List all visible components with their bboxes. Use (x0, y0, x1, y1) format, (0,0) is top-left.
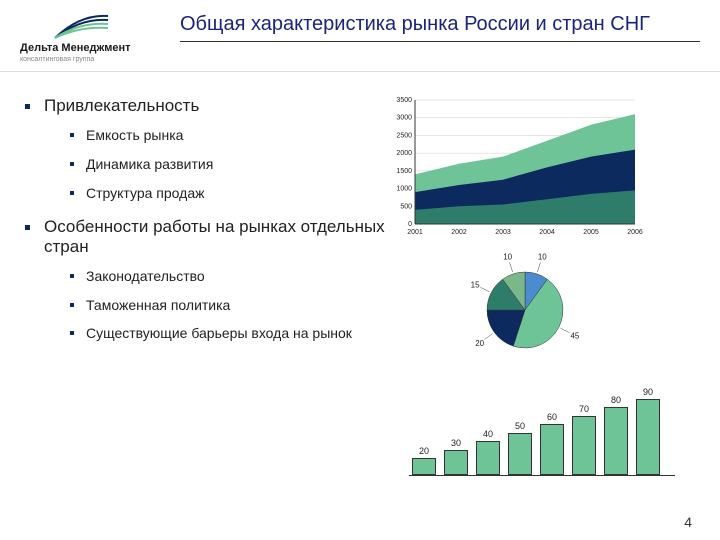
logo-arc-icon (50, 12, 110, 40)
bar (636, 399, 660, 476)
bullet-dot-icon (70, 303, 74, 307)
bar-value-label: 20 (419, 446, 429, 456)
bar (540, 424, 564, 475)
bullet-level2: Существующие барьеры входа на рынок (70, 324, 385, 343)
bar-row: 20 30 40 50 60 70 (405, 380, 685, 475)
svg-text:2004: 2004 (539, 229, 555, 236)
bar-value-label: 30 (451, 438, 461, 448)
bar-column: 20 (411, 446, 437, 475)
pie-chart: 10 45 20 15 10 (440, 252, 640, 372)
bar-value-label: 50 (515, 421, 525, 431)
bar-value-label: 70 (579, 404, 589, 414)
svg-text:3500: 3500 (396, 97, 412, 104)
svg-text:2003: 2003 (495, 229, 511, 236)
content: Привлекательность Емкость рынка Динамика… (0, 72, 720, 495)
bullet-text: Емкость рынка (86, 126, 183, 145)
bullet-text: Особенности работы на рынках отдельных с… (44, 217, 385, 257)
charts-column: 0 500 1000 1500 2000 2500 3000 3500 2001 2002 2003… (385, 82, 695, 495)
bar-column: 60 (539, 412, 565, 475)
bar (412, 458, 436, 475)
bullet-text: Структура продаж (86, 184, 204, 203)
bullet-dot-icon (70, 331, 74, 335)
bullet-dot-icon (25, 225, 30, 230)
bullet-dot-icon (70, 274, 74, 278)
bar-column: 50 (507, 421, 533, 476)
bullet-text: Динамика развития (86, 155, 213, 174)
bullet-level2: Емкость рынка (70, 126, 385, 145)
bullet-text: Законодательство (86, 267, 205, 286)
svg-text:2500: 2500 (396, 132, 412, 139)
bullet-text: Привлекательность (44, 96, 199, 116)
logo: Дельта Менеджмент консалтинговая группа (20, 12, 160, 63)
bar-column: 70 (571, 404, 597, 476)
bar-column: 40 (475, 429, 501, 475)
bar-column: 30 (443, 438, 469, 476)
svg-text:2005: 2005 (583, 229, 599, 236)
bullet-dot-icon (25, 104, 30, 109)
bullet-level2: Законодательство (70, 267, 385, 286)
bullet-dot-icon (70, 133, 74, 137)
bar-value-label: 60 (547, 412, 557, 422)
bar-value-label: 40 (483, 429, 493, 439)
bar-column: 90 (635, 387, 661, 476)
bar (476, 441, 500, 475)
area-chart: 0 500 1000 1500 2000 2500 3000 3500 2001 2002 2003… (385, 92, 645, 242)
bullet-text: Таможенная политика (86, 296, 230, 315)
svg-text:15: 15 (471, 281, 480, 290)
bar (604, 407, 628, 475)
page-number: 4 (684, 514, 692, 530)
page-title: Общая характеристика рынка России и стра… (180, 12, 700, 42)
svg-text:1000: 1000 (396, 186, 412, 193)
bar (572, 416, 596, 476)
bullet-dot-icon (70, 191, 74, 195)
svg-text:10: 10 (538, 253, 547, 262)
bullet-dot-icon (70, 162, 74, 166)
bullet-text: Существующие барьеры входа на рынок (86, 324, 352, 343)
bar (444, 450, 468, 476)
svg-text:10: 10 (503, 253, 512, 262)
bar-column: 80 (603, 395, 629, 475)
header: Дельта Менеджмент консалтинговая группа … (0, 0, 720, 72)
bar-value-label: 80 (611, 395, 621, 405)
bar-chart: 20 30 40 50 60 70 (405, 380, 685, 495)
svg-text:45: 45 (570, 331, 579, 340)
svg-text:2002: 2002 (451, 229, 467, 236)
svg-text:0: 0 (408, 221, 412, 228)
bar-axis (409, 475, 675, 476)
bullet-level2: Динамика развития (70, 155, 385, 174)
svg-text:2001: 2001 (407, 229, 423, 236)
logo-secondary-text: консалтинговая группа (20, 56, 160, 63)
bullet-level1: Особенности работы на рынках отдельных с… (25, 217, 385, 257)
svg-text:1500: 1500 (396, 168, 412, 175)
svg-text:3000: 3000 (396, 115, 412, 122)
bar-value-label: 90 (643, 387, 653, 397)
bullet-level2: Таможенная политика (70, 296, 385, 315)
logo-primary-text: Дельта Менеджмент (20, 42, 160, 54)
svg-text:2006: 2006 (627, 229, 643, 236)
svg-text:20: 20 (475, 339, 484, 348)
bullet-level2: Структура продаж (70, 184, 385, 203)
bar (508, 433, 532, 476)
bullet-level1: Привлекательность (25, 96, 385, 116)
bullet-column: Привлекательность Емкость рынка Динамика… (15, 82, 385, 495)
svg-text:500: 500 (400, 203, 412, 210)
svg-text:2000: 2000 (396, 150, 412, 157)
